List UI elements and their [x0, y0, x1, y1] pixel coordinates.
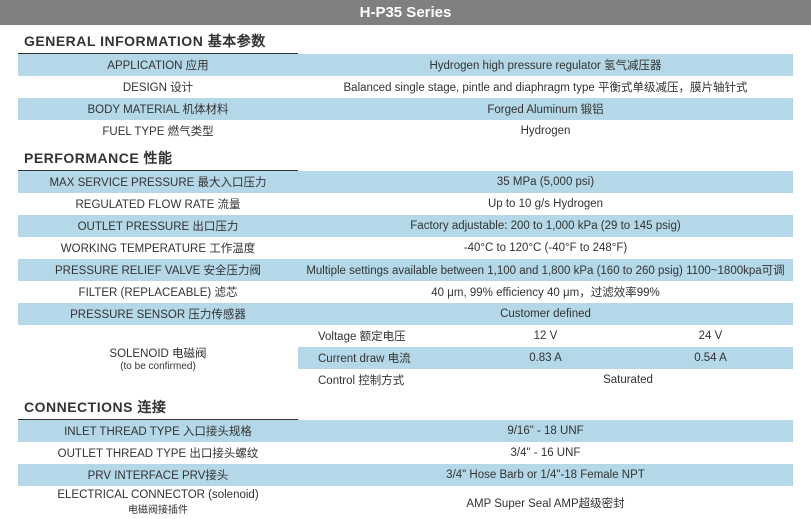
- table-row: BODY MATERIAL 机体材料 Forged Aluminum 锻铝: [18, 98, 793, 120]
- section-heading-performance: PERFORMANCE 性能: [18, 144, 298, 171]
- row-value: AMP Super Seal AMP超级密封: [298, 486, 793, 519]
- row-label: APPLICATION 应用: [18, 54, 298, 76]
- section-heading-connections: CONNECTIONS 连接: [18, 393, 298, 420]
- table-row: PRESSURE RELIEF VALVE 安全压力阀 Multiple set…: [18, 259, 793, 281]
- row-value: Multiple settings available between 1,10…: [298, 259, 793, 281]
- row-value: Factory adjustable: 200 to 1,000 kPa (29…: [298, 215, 793, 237]
- row-value: 40 μm, 99% efficiency 40 μm，过滤效率99%: [298, 281, 793, 303]
- row-label: FUEL TYPE 燃气类型: [18, 120, 298, 142]
- row-label: OUTLET THREAD TYPE 出口接头螺纹: [18, 442, 298, 464]
- row-label: MAX SERVICE PRESSURE 最大入口压力: [18, 171, 298, 193]
- solenoid-subrow-name: Voltage 额定电压: [298, 325, 463, 347]
- row-label: BODY MATERIAL 机体材料: [18, 98, 298, 120]
- solenoid-cell: 0.54 A: [628, 347, 793, 369]
- solenoid-subrow-name: Current draw 电流: [298, 347, 463, 369]
- solenoid-subrow-name: Control 控制方式: [298, 369, 463, 391]
- row-label: REGULATED FLOW RATE 流量: [18, 193, 298, 215]
- table-row: INLET THREAD TYPE 入口接头规格 9/16" - 18 UNF: [18, 420, 793, 442]
- solenoid-cell: 12 V: [463, 325, 628, 347]
- table-row: WORKING TEMPERATURE 工作温度 -40°C to 120°C …: [18, 237, 793, 259]
- solenoid-cell: 24 V: [628, 325, 793, 347]
- row-value: Hydrogen: [298, 120, 793, 142]
- table-row: MAX SERVICE PRESSURE 最大入口压力 35 MPa (5,00…: [18, 171, 793, 193]
- row-value: 3/4" - 16 UNF: [298, 442, 793, 464]
- solenoid-label-main: SOLENOID 电磁阀: [109, 348, 206, 360]
- row-value: Customer defined: [298, 303, 793, 325]
- solenoid-cell: Saturated: [463, 369, 793, 391]
- general-table: APPLICATION 应用 Hydrogen high pressure re…: [18, 54, 793, 142]
- row-label-line1: ELECTRICAL CONNECTOR (solenoid): [57, 489, 258, 501]
- row-label: PRV INTERFACE PRV接头: [18, 464, 298, 486]
- table-row: OUTLET THREAD TYPE 出口接头螺纹 3/4" - 16 UNF: [18, 442, 793, 464]
- content-wrap: GENERAL INFORMATION 基本参数 APPLICATION 应用 …: [18, 27, 793, 519]
- table-row: SOLENOID 电磁阀 (to be confirmed) Voltage 额…: [18, 325, 793, 347]
- solenoid-label: SOLENOID 电磁阀 (to be confirmed): [18, 325, 298, 391]
- title-bar: H-P35 Series: [0, 0, 811, 25]
- row-value: 35 MPa (5,000 psi): [298, 171, 793, 193]
- table-row: FILTER (REPLACEABLE) 滤芯 40 μm, 99% effic…: [18, 281, 793, 303]
- row-label: PRESSURE RELIEF VALVE 安全压力阀: [18, 259, 298, 281]
- table-row: APPLICATION 应用 Hydrogen high pressure re…: [18, 54, 793, 76]
- row-label: INLET THREAD TYPE 入口接头规格: [18, 420, 298, 442]
- table-row: ELECTRICAL CONNECTOR (solenoid) 电磁阀接插件 A…: [18, 486, 793, 519]
- table-row: OUTLET PRESSURE 出口压力 Factory adjustable:…: [18, 215, 793, 237]
- row-label: WORKING TEMPERATURE 工作温度: [18, 237, 298, 259]
- table-row: FUEL TYPE 燃气类型 Hydrogen: [18, 120, 793, 142]
- row-label: DESIGN 设计: [18, 76, 298, 98]
- row-label: FILTER (REPLACEABLE) 滤芯: [18, 281, 298, 303]
- table-row: PRESSURE SENSOR 压力传感器 Customer defined: [18, 303, 793, 325]
- connections-table: INLET THREAD TYPE 入口接头规格 9/16" - 18 UNF …: [18, 420, 793, 519]
- row-label-line2: 电磁阀接插件: [22, 501, 294, 516]
- solenoid-label-sub: (to be confirmed): [22, 361, 294, 372]
- row-value: -40°C to 120°C (-40°F to 248°F): [298, 237, 793, 259]
- table-row: REGULATED FLOW RATE 流量 Up to 10 g/s Hydr…: [18, 193, 793, 215]
- section-heading-general: GENERAL INFORMATION 基本参数: [18, 27, 298, 54]
- table-row: PRV INTERFACE PRV接头 3/4" Hose Barb or 1/…: [18, 464, 793, 486]
- row-value: Up to 10 g/s Hydrogen: [298, 193, 793, 215]
- row-label: OUTLET PRESSURE 出口压力: [18, 215, 298, 237]
- table-row: DESIGN 设计 Balanced single stage, pintle …: [18, 76, 793, 98]
- row-label: PRESSURE SENSOR 压力传感器: [18, 303, 298, 325]
- row-value: Forged Aluminum 锻铝: [298, 98, 793, 120]
- row-value: 3/4" Hose Barb or 1/4"-18 Female NPT: [298, 464, 793, 486]
- row-value: 9/16" - 18 UNF: [298, 420, 793, 442]
- solenoid-cell: 0.83 A: [463, 347, 628, 369]
- performance-table: MAX SERVICE PRESSURE 最大入口压力 35 MPa (5,00…: [18, 171, 793, 391]
- row-label: ELECTRICAL CONNECTOR (solenoid) 电磁阀接插件: [18, 486, 298, 519]
- row-value: Balanced single stage, pintle and diaphr…: [298, 76, 793, 98]
- row-value: Hydrogen high pressure regulator 氢气减压器: [298, 54, 793, 76]
- page-title: H-P35 Series: [360, 4, 452, 21]
